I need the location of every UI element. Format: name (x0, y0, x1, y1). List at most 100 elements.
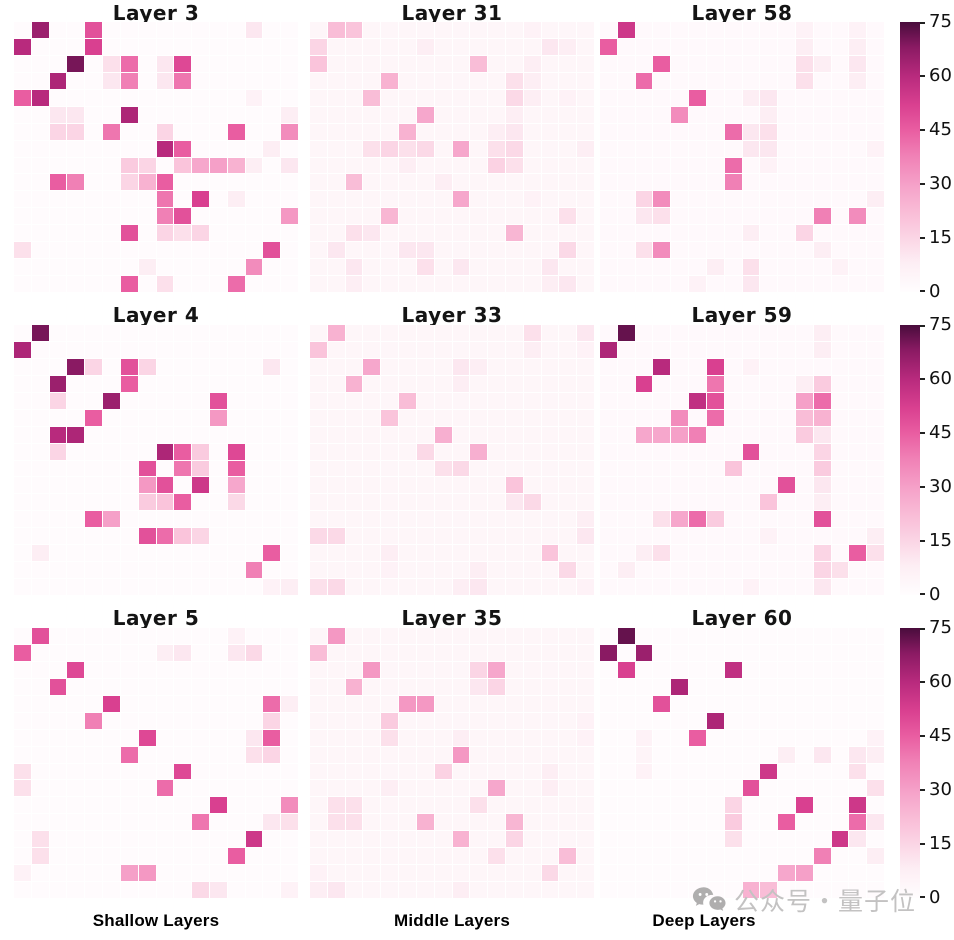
heatmap-cell (778, 341, 795, 358)
heatmap-cell (689, 528, 706, 545)
heatmap-cell (867, 191, 884, 208)
heatmap-cell (742, 797, 760, 814)
heatmap-cell (689, 797, 706, 814)
heatmap-cell (49, 511, 67, 528)
heatmap-cell (192, 191, 209, 208)
heatmap-cell (488, 477, 505, 494)
heatmap-cell (689, 358, 706, 375)
heatmap-cell (281, 831, 298, 848)
heatmap-cell (416, 174, 434, 191)
heatmap-cell (263, 341, 281, 358)
heatmap-cell (653, 780, 671, 797)
heatmap-cell (488, 712, 505, 729)
heatmap-cell (263, 242, 281, 259)
heatmap-cell (795, 528, 813, 545)
heatmap-cell (541, 426, 559, 443)
heatmap-cell (434, 695, 452, 712)
heatmap-cell (523, 831, 541, 848)
heatmap-cell (849, 545, 867, 562)
heatmap-cell (416, 55, 434, 72)
heatmap-cell (416, 848, 434, 865)
heatmap-cell (85, 562, 103, 579)
heatmap-cell (600, 55, 617, 72)
heatmap-cell (209, 140, 227, 157)
heatmap-cell (778, 426, 795, 443)
heatmap-cell (120, 426, 138, 443)
heatmap-cell (67, 511, 85, 528)
heatmap-cell (541, 831, 559, 848)
heatmap-cell (416, 780, 434, 797)
heatmap-cell (103, 579, 120, 595)
heatmap-cell (434, 763, 452, 780)
heatmap-cell (156, 661, 174, 678)
heatmap-cell (488, 38, 505, 55)
heatmap-cell (577, 55, 594, 72)
heatmap-cell (452, 780, 470, 797)
heatmap-cell (49, 174, 67, 191)
heatmap-cell (434, 38, 452, 55)
heatmap-cell (742, 358, 760, 375)
heatmap-cell (706, 628, 724, 644)
heatmap-cell (120, 140, 138, 157)
heatmap-cell (724, 562, 742, 579)
heatmap-cell (345, 848, 363, 865)
heatmap-cell (245, 157, 263, 174)
heatmap-cell (49, 865, 67, 882)
heatmap-cell (742, 208, 760, 225)
heatmap-cell (363, 865, 381, 882)
heatmap-cell (831, 477, 849, 494)
heatmap-cell (689, 409, 706, 426)
heatmap-cell (849, 358, 867, 375)
heatmap-cell (174, 494, 192, 511)
heatmap-cell (416, 89, 434, 106)
heatmap-cell (849, 242, 867, 259)
heatmap-cell (724, 358, 742, 375)
heatmap-cell (689, 494, 706, 511)
heatmap-cell (867, 89, 884, 106)
heatmap-cell (263, 157, 281, 174)
heatmap-cell (488, 426, 505, 443)
heatmap-cell (31, 89, 49, 106)
heatmap-cell (653, 443, 671, 460)
heatmap-cell (434, 678, 452, 695)
heatmap-cell (867, 644, 884, 661)
heatmap-cell (14, 55, 31, 72)
heatmap-cell (541, 325, 559, 341)
heatmap-cell (327, 477, 345, 494)
heatmap-cell (281, 460, 298, 477)
heatmap-cell (867, 375, 884, 392)
heatmap-cell (138, 729, 156, 746)
heatmap-cell (67, 208, 85, 225)
heatmap-cell (452, 140, 470, 157)
heatmap-cell (742, 325, 760, 341)
heatmap-cell (671, 225, 689, 242)
heatmap-cell (867, 831, 884, 848)
heatmap-cell (120, 259, 138, 276)
heatmap-cell (434, 106, 452, 123)
heatmap-cell (559, 579, 577, 595)
heatmap-cell (813, 72, 831, 89)
heatmap-cell (724, 865, 742, 882)
heatmap-cell (85, 494, 103, 511)
heatmap-cell (156, 157, 174, 174)
heatmap-cell (31, 392, 49, 409)
heatmap-cell (559, 678, 577, 695)
heatmap-cell (381, 72, 399, 89)
heatmap-cell (67, 477, 85, 494)
heatmap-cell (470, 157, 488, 174)
heatmap-cell (381, 22, 399, 38)
heatmap-cell (559, 174, 577, 191)
heatmap-cell (523, 208, 541, 225)
heatmap-cell (310, 225, 327, 242)
heatmap-cell (363, 375, 381, 392)
heatmap-cell (778, 38, 795, 55)
heatmap-cell (85, 208, 103, 225)
heatmap-cell (263, 814, 281, 831)
heatmap-cell (245, 358, 263, 375)
heatmap-cell (831, 242, 849, 259)
heatmap-cell (49, 562, 67, 579)
heatmap-cell (849, 123, 867, 140)
heatmap-cell (49, 106, 67, 123)
heatmap-cell (399, 780, 416, 797)
heatmap-cell (263, 123, 281, 140)
